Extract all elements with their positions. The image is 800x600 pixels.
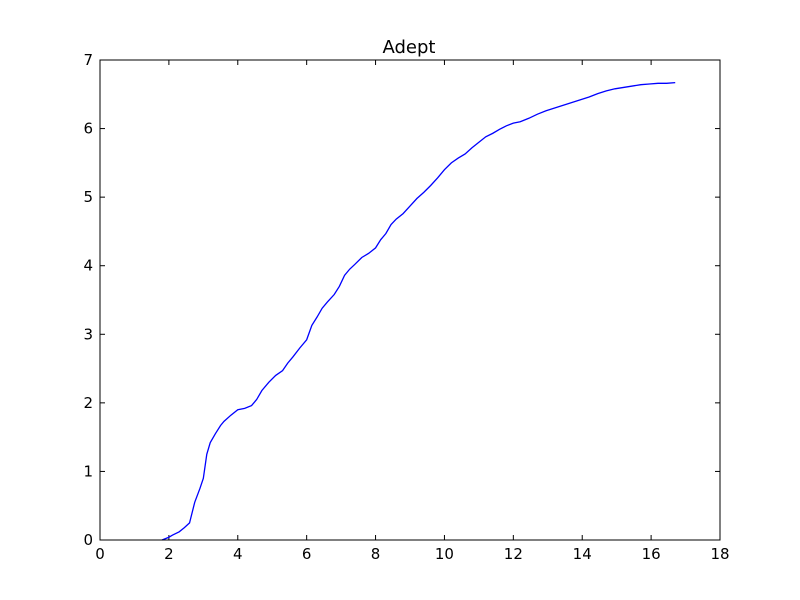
- x-tick-label: 14: [573, 545, 592, 563]
- y-tick-label: 5: [83, 188, 93, 206]
- y-tick-label: 1: [83, 462, 93, 480]
- plot-frame: [99, 59, 721, 541]
- x-tick-label: 8: [371, 545, 381, 563]
- x-tick-label: 4: [233, 545, 243, 563]
- x-tick-label: 12: [504, 545, 523, 563]
- x-tick-label: 0: [95, 545, 105, 563]
- y-tick-label: 0: [83, 531, 93, 549]
- chart-title: Adept: [383, 37, 436, 58]
- x-tick-label: 10: [435, 545, 454, 563]
- y-tick-label: 3: [83, 325, 93, 343]
- axis-ticks: [99, 59, 721, 541]
- y-tick-label: 7: [83, 51, 93, 69]
- x-tick-labels: 0 2 4 6 8 10 12 14 16 18: [95, 545, 729, 563]
- y-tick-label: 4: [83, 257, 93, 275]
- x-tick-label: 2: [164, 545, 174, 563]
- y-tick-label: 2: [83, 394, 93, 412]
- x-tick-label: 16: [642, 545, 661, 563]
- y-tick-label: 6: [83, 120, 93, 138]
- x-tick-label: 6: [302, 545, 312, 563]
- y-tick-labels: 0 1 2 3 4 5 6 7: [83, 51, 93, 549]
- x-tick-label: 18: [710, 545, 729, 563]
- series-line: [161, 81, 676, 541]
